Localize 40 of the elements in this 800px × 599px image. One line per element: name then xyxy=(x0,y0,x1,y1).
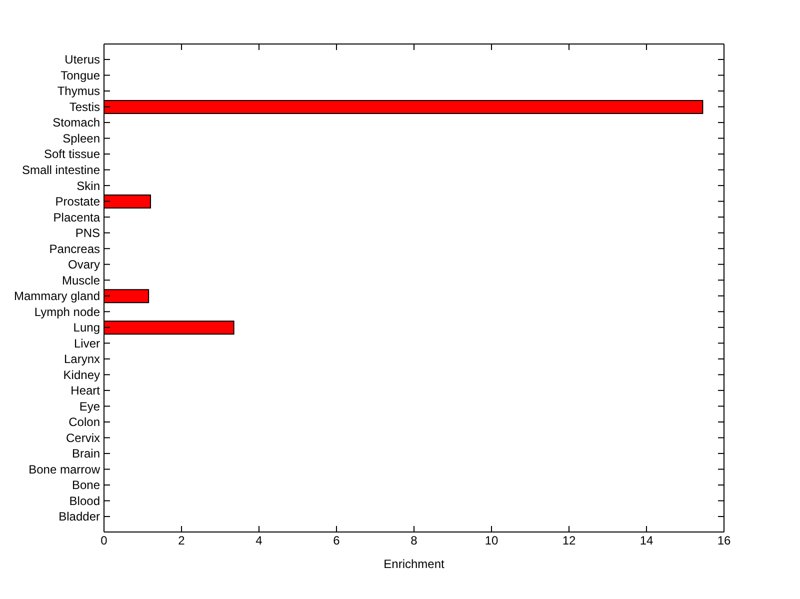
y-tick-label: Lung xyxy=(73,320,100,335)
y-tick-label: Bone marrow xyxy=(28,462,100,476)
y-tick-label: Heart xyxy=(70,384,101,398)
x-tick-label: 2 xyxy=(178,534,186,548)
x-axis-title: Enrichment xyxy=(384,557,446,571)
y-tick-label: Bladder xyxy=(58,510,100,524)
x-tick-label: 16 xyxy=(717,534,731,548)
y-tick-label: Blood xyxy=(69,494,100,508)
y-tick-label: Small intestine xyxy=(22,163,100,177)
y-tick-label: Eye xyxy=(79,399,100,414)
y-tick-label: Bone xyxy=(72,478,100,492)
y-tick-label: Thymus xyxy=(57,84,100,98)
y-tick-label: Colon xyxy=(68,415,100,430)
y-tick-label: Soft tissue xyxy=(44,147,100,162)
y-tick-label: Placenta xyxy=(53,210,100,224)
x-tick-label: 8 xyxy=(410,534,418,548)
y-tick-label: Kidney xyxy=(63,368,100,382)
y-tick-label: Liver xyxy=(74,336,100,350)
x-tick-label: 14 xyxy=(640,534,654,548)
y-tick-label: Brain xyxy=(72,446,100,461)
y-tick-label: Muscle xyxy=(62,273,100,288)
y-tick-label: Skin xyxy=(76,178,100,193)
y-tick-label: Stomach xyxy=(52,116,100,130)
y-tick-label: Prostate xyxy=(55,194,100,209)
y-tick-label: PNS xyxy=(75,226,100,240)
y-tick-label: Ovary xyxy=(68,258,100,272)
y-tick-label: Testis xyxy=(69,100,100,114)
x-tick-label: 0 xyxy=(100,534,108,548)
y-tick-label: Lymph node xyxy=(34,304,100,319)
y-tick-label: Spleen xyxy=(62,131,100,146)
y-tick-label: Uterus xyxy=(64,52,100,67)
y-tick-label: Mammary gland xyxy=(14,289,100,304)
x-tick-label: 4 xyxy=(256,534,263,548)
x-tick-label: 6 xyxy=(333,534,340,548)
y-tick-label: Larynx xyxy=(64,352,100,366)
x-tick-label: 12 xyxy=(562,534,576,548)
y-tick-label: Tongue xyxy=(60,68,100,82)
x-tick-label: 10 xyxy=(484,534,498,548)
y-tick-label: Cervix xyxy=(66,430,100,445)
y-tick-label: Pancreas xyxy=(49,242,100,256)
